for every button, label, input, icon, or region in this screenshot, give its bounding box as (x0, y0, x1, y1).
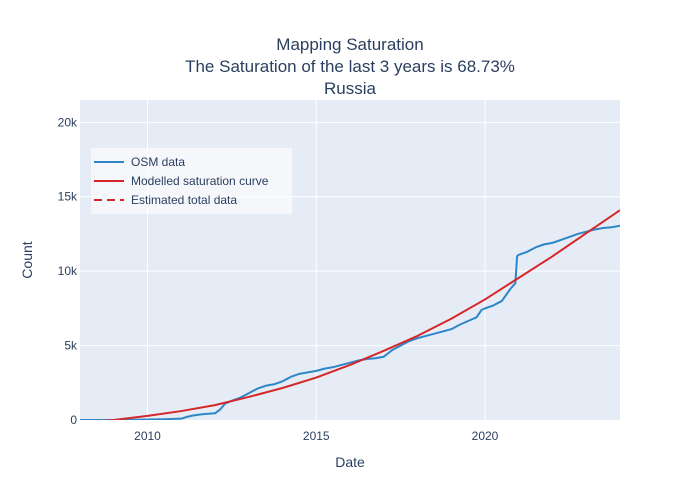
y-tick-label: 15k (58, 190, 78, 204)
chart-title-line-2: The Saturation of the last 3 years is 68… (185, 57, 515, 76)
chart-title-line-3: Russia (324, 79, 377, 98)
y-tick-label: 0 (70, 413, 77, 427)
legend-item-model: Modelled saturation curve (131, 174, 269, 188)
y-tick-label: 5k (64, 339, 78, 353)
y-tick-label: 20k (58, 115, 78, 129)
series-layer (80, 209, 620, 420)
legend-item-estimate: Estimated total data (131, 193, 237, 207)
legend-background (91, 148, 292, 214)
axis-layer: 2010 2015 2020 0 5k 10k 15k 20k (58, 115, 499, 443)
x-tick-label: 2010 (134, 429, 161, 443)
y-tick-label: 10k (58, 264, 78, 278)
x-tick-label: 2015 (303, 429, 330, 443)
y-axis-label: Count (19, 241, 35, 278)
legend-item-osm: OSM data (131, 155, 185, 169)
chart-title-line-1: Mapping Saturation (276, 35, 423, 54)
modelled-saturation-line (102, 209, 620, 420)
osm-data-line (80, 224, 620, 420)
x-tick-label: 2020 (472, 429, 499, 443)
legend: OSM data Modelled saturation curve Estim… (91, 148, 292, 214)
x-axis-label: Date (335, 454, 365, 470)
